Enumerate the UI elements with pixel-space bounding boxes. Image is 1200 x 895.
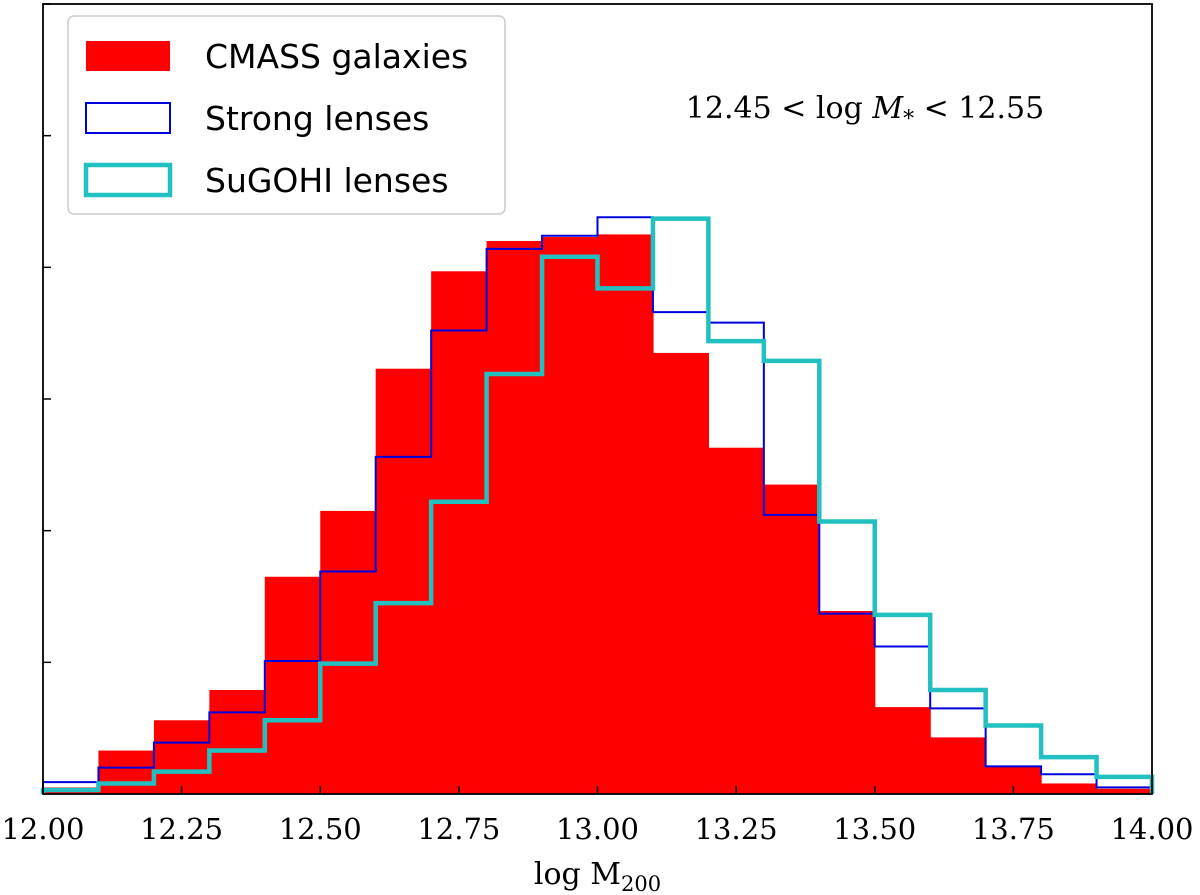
cmass-bar — [375, 368, 432, 794]
x-tick-label: 13.25 — [695, 812, 778, 846]
cmass-bar — [874, 707, 931, 794]
legend-swatch-cmass — [86, 41, 170, 71]
cmass-bar — [209, 689, 266, 794]
x-tick-label: 12.25 — [140, 812, 223, 846]
cmass-bar — [652, 352, 709, 794]
cmass-bar — [930, 737, 987, 794]
cmass-bar — [264, 576, 321, 794]
legend-swatch-strong-lenses — [85, 102, 171, 134]
legend-box — [67, 15, 506, 215]
x-tick-label: 12.75 — [417, 812, 500, 846]
mass-range-annotation: 12.45 < log M* < 12.55 — [686, 91, 1044, 132]
x-tick-label: 14.00 — [1110, 812, 1193, 846]
x-axis-title-subscript: 200 — [621, 872, 661, 895]
step-series — [40, 216, 1155, 794]
cmass-bar — [98, 750, 155, 794]
cmass-bar — [1041, 783, 1098, 794]
cmass-bar — [153, 720, 210, 794]
legend-label-cmass: CMASS galaxies — [205, 37, 468, 76]
cmass-bar — [1096, 788, 1153, 794]
cmass-bar — [431, 271, 488, 794]
x-tick-label: 13.75 — [972, 812, 1055, 846]
sugohi-lenses-step-line — [40, 216, 1155, 794]
cmass-bar — [542, 237, 599, 795]
cmass-bar — [486, 241, 543, 794]
x-tick-label: 12.50 — [279, 812, 362, 846]
y-axis-ticks — [43, 3, 51, 664]
legend-swatch-sugohi-lenses — [83, 162, 173, 198]
cmass-bars — [43, 234, 1153, 795]
x-axis-ticks: 12.00 12.25 12.50 12.75 13.00 13.25 13.50 13.75… — [1, 786, 1194, 846]
cmass-bar — [819, 610, 876, 794]
x-axis-title: log M200 — [534, 857, 661, 895]
x-tick-label: 13.00 — [556, 812, 639, 846]
legend-label-sugohi-lenses: SuGOHI lenses — [205, 161, 449, 200]
legend: CMASS galaxies Strong lenses SuGOHI lens… — [67, 15, 506, 215]
cmass-bar — [597, 234, 654, 794]
x-tick-label: 12.00 — [1, 812, 84, 846]
cmass-bar — [708, 447, 765, 794]
x-tick-label: 13.50 — [833, 812, 916, 846]
cmass-bar — [320, 510, 377, 794]
cmass-bar — [763, 484, 820, 794]
legend-label-strong-lenses: Strong lenses — [205, 99, 429, 138]
